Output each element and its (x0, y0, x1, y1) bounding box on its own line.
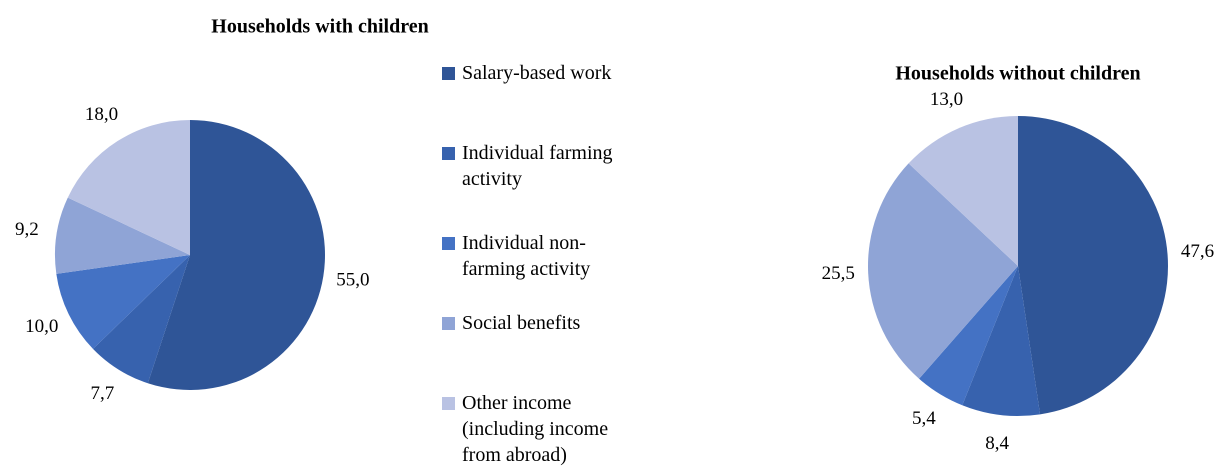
pie-slice (67, 119, 190, 255)
chart-title: Households without children (895, 63, 1140, 85)
data-label: 7,7 (91, 383, 115, 404)
data-label: 55,0 (336, 269, 369, 290)
data-label: 9,2 (15, 219, 39, 240)
legend-label: Individual farming activity (462, 142, 613, 190)
data-label: 8,4 (985, 433, 1009, 454)
legend-swatch (442, 237, 455, 250)
pie-slice (54, 197, 190, 274)
legend-label: Social benefits (462, 312, 581, 334)
pie-slice (147, 120, 325, 390)
data-label: 47,6 (1181, 241, 1214, 262)
pie-slice (868, 163, 1018, 379)
legend-swatch (442, 397, 455, 410)
legend-item: Individual non-farming activity (440, 230, 640, 282)
legend-item: Social benefits (440, 310, 680, 336)
data-label: 5,4 (912, 408, 936, 429)
pie-slice (962, 266, 1041, 416)
pie-slice (919, 266, 1018, 406)
legend-label: Individual non-farming activity (462, 232, 591, 280)
pie-slice (92, 255, 190, 384)
legend-item: Other income (including income from abro… (440, 390, 640, 468)
legend-label: Other income (including income from abro… (462, 392, 609, 466)
pie-slice (56, 255, 190, 349)
legend-swatch (442, 147, 455, 160)
data-label: 13,0 (930, 89, 963, 110)
data-label: 10,0 (25, 316, 58, 337)
legend-item: Salary-based work (440, 60, 680, 86)
legend-item: Individual farming activity (440, 140, 660, 192)
data-label: 25,5 (822, 263, 855, 284)
legend-label: Salary-based work (462, 62, 612, 84)
pie-slice (1018, 116, 1169, 415)
pie-slice (908, 116, 1018, 266)
chart-title: Households with children (211, 16, 428, 38)
legend-swatch (442, 67, 455, 80)
legend-swatch (442, 317, 455, 330)
data-label: 18,0 (85, 104, 118, 125)
